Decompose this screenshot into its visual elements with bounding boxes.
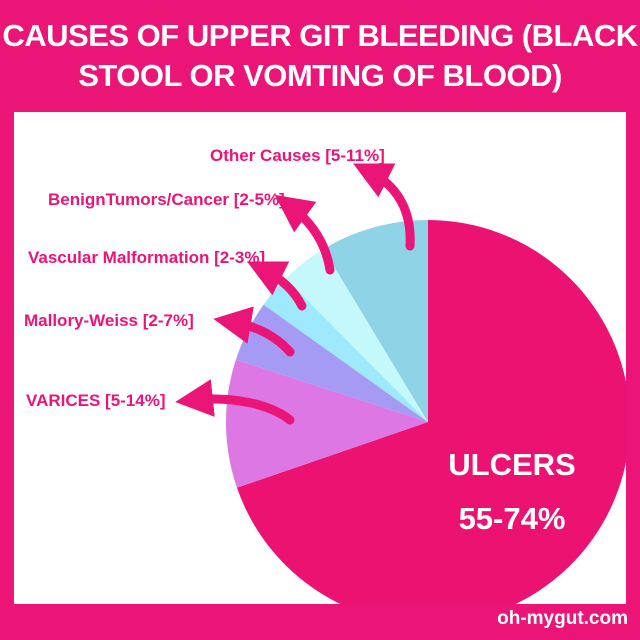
arrow-other-causes bbox=[353, 163, 415, 251]
callout-varices: VARICES [5-14%] bbox=[26, 391, 166, 410]
callout-vascular-malformation: Vascular Malformation [2-3%] bbox=[28, 248, 265, 267]
title-line-2: STOOL OR VOMTING OF BLOOD) bbox=[78, 58, 562, 93]
pie-slice-benigntumors-cancer bbox=[285, 249, 428, 422]
arrow-vascular-malformation bbox=[247, 261, 307, 311]
pie-slice-mallory-weiss bbox=[235, 304, 428, 422]
pie-slice-vascular-malformation bbox=[263, 278, 428, 422]
title-line-1: CAUSES OF UPPER GIT BLEEDING (BLACK bbox=[2, 18, 638, 53]
pie-slice-ulcers bbox=[236, 220, 626, 604]
footer-site: oh-mygut.com bbox=[497, 608, 628, 629]
callout-mallory-weiss: Mallory-Weiss [2-7%] bbox=[24, 311, 194, 330]
arrow-mallory-weiss bbox=[213, 306, 295, 357]
callout-other-causes: Other Causes [5-11%] bbox=[210, 146, 385, 165]
header-banner: CAUSES OF UPPER GIT BLEEDING (BLACK STOO… bbox=[0, 0, 640, 112]
ulcers-label: ULCERS bbox=[448, 447, 575, 482]
callout-benign-tumors: BenignTumors/Cancer [2-5%] bbox=[48, 190, 285, 209]
ulcers-range-label: 55-74% bbox=[459, 501, 566, 536]
pie-slice-other-causes bbox=[323, 220, 428, 422]
arrow-benign-tumors bbox=[274, 194, 335, 275]
arrow-varices bbox=[175, 379, 295, 425]
pie-slice-varices bbox=[226, 359, 428, 488]
